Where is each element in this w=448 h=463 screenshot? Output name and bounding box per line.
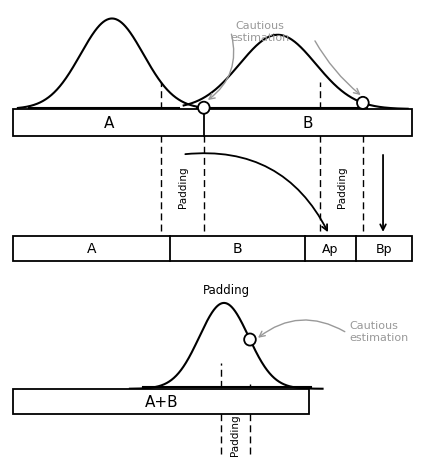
- Text: Padding: Padding: [202, 283, 250, 296]
- Text: Cautious
estimation: Cautious estimation: [230, 21, 289, 43]
- Circle shape: [198, 102, 210, 114]
- Bar: [13, 236, 412, 262]
- Text: Padding: Padding: [336, 166, 347, 207]
- Text: A: A: [87, 242, 97, 256]
- Bar: [13, 110, 412, 137]
- Text: A+B: A+B: [144, 394, 178, 409]
- Text: Ap: Ap: [322, 242, 339, 256]
- Text: Cautious
estimation: Cautious estimation: [349, 320, 409, 342]
- Text: B: B: [303, 116, 313, 131]
- Text: Padding: Padding: [177, 166, 188, 207]
- Circle shape: [357, 98, 369, 110]
- Circle shape: [244, 334, 256, 346]
- Text: A: A: [103, 116, 114, 131]
- Text: Bp: Bp: [376, 242, 392, 256]
- Text: B: B: [233, 242, 242, 256]
- Bar: [13, 389, 309, 414]
- Text: Padding: Padding: [230, 413, 241, 455]
